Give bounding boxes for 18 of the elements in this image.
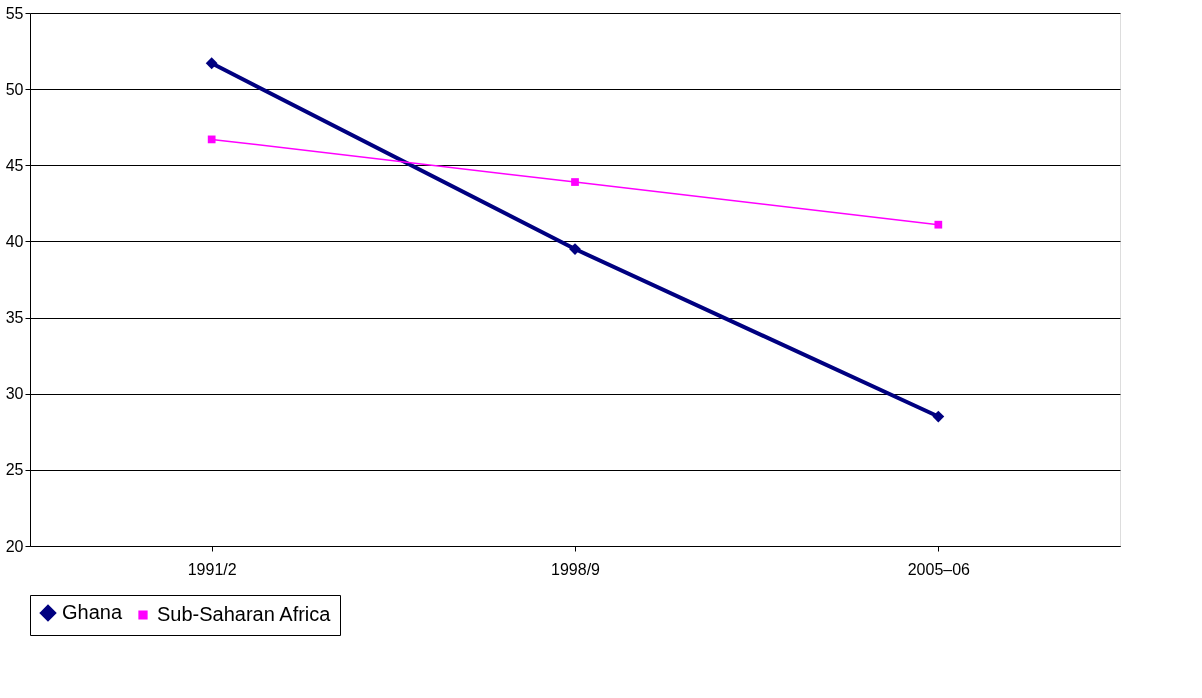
legend-label: Sub-Saharan Africa	[157, 603, 332, 625]
y-tick-label: 25	[5, 461, 24, 479]
point	[934, 220, 943, 229]
legend-label: Ghana	[62, 601, 123, 624]
point	[932, 410, 945, 423]
y-tick-label: 55	[5, 4, 24, 22]
y-tick-label: 30	[5, 385, 24, 403]
y-tick-label: 50	[5, 80, 24, 98]
point	[205, 57, 218, 70]
y-tick-label: 45	[5, 156, 24, 174]
point	[571, 178, 579, 186]
x-tick-label: 1998/9	[551, 560, 601, 578]
y-tick-label: 20	[5, 537, 24, 555]
x-tick-label: 2005–06	[907, 560, 971, 578]
y-tick-label: 35	[5, 309, 24, 327]
x-tick-label: 1991/2	[187, 560, 237, 578]
y-tick-label: 40	[5, 232, 24, 250]
point	[207, 135, 216, 144]
